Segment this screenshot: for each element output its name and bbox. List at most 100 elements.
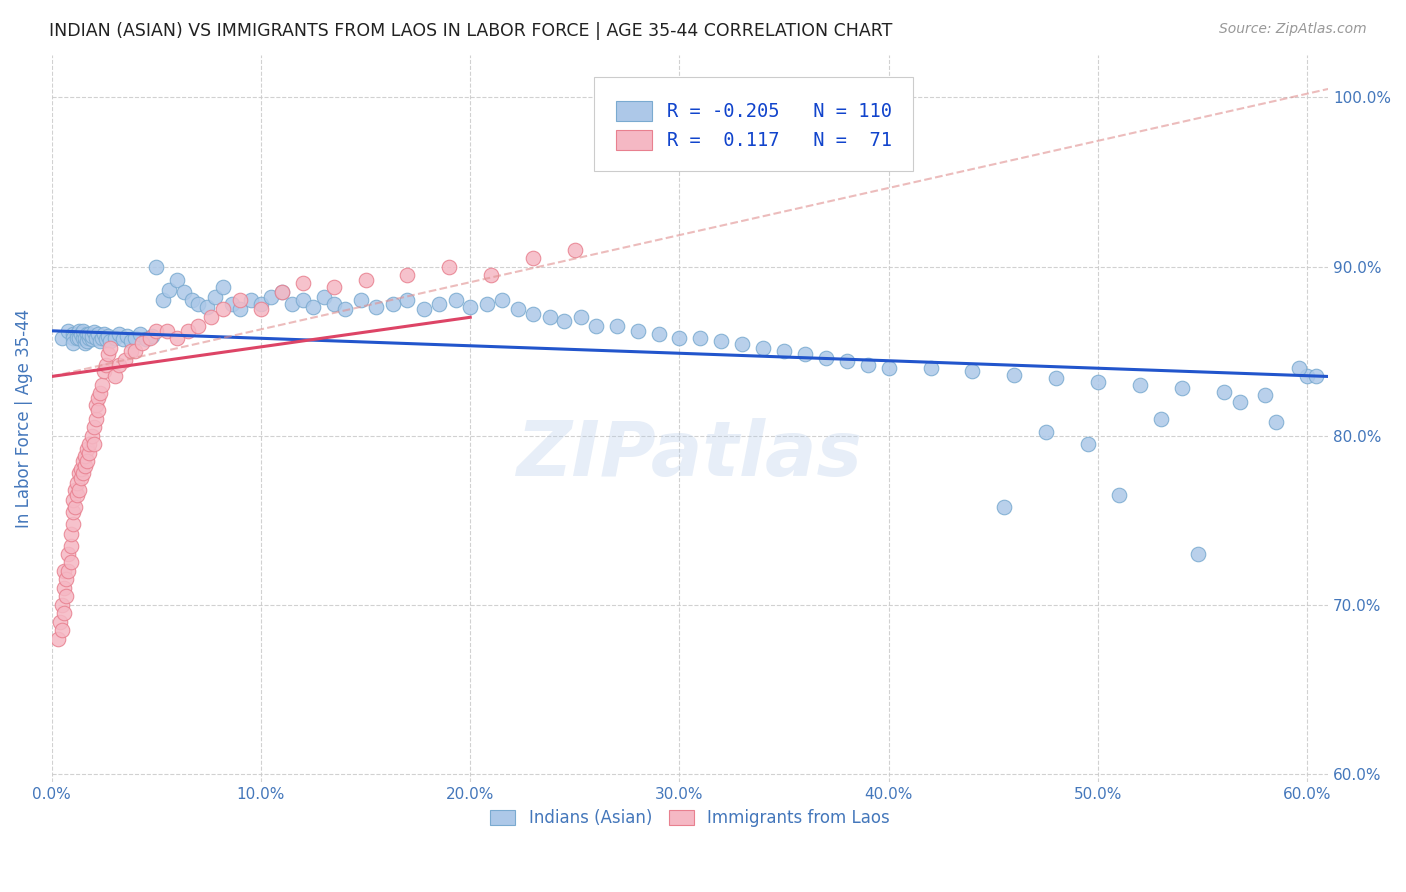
Point <box>1264 415 1286 429</box>
Point <box>145 260 167 274</box>
Point <box>87 327 110 342</box>
Point <box>107 327 129 342</box>
Point <box>1129 378 1152 392</box>
Point <box>91 330 114 344</box>
Y-axis label: In Labor Force | Age 35-44: In Labor Force | Age 35-44 <box>15 310 32 528</box>
Point <box>79 437 101 451</box>
Point <box>381 297 404 311</box>
Point <box>444 293 467 308</box>
Point <box>62 335 84 350</box>
Point <box>668 330 690 344</box>
Point <box>72 466 94 480</box>
Point <box>93 364 115 378</box>
Point <box>124 330 146 344</box>
Point <box>67 466 90 480</box>
Point <box>187 297 209 311</box>
Point <box>75 330 97 344</box>
Point <box>76 442 98 457</box>
Point <box>1002 368 1025 382</box>
Point <box>141 329 163 343</box>
Point <box>794 347 817 361</box>
Point <box>427 297 450 311</box>
Point <box>124 344 146 359</box>
Point <box>59 539 82 553</box>
Point <box>250 297 273 311</box>
Point <box>76 334 98 348</box>
Point <box>396 293 419 308</box>
Point <box>350 293 373 308</box>
Point <box>689 330 711 344</box>
Point <box>491 293 513 308</box>
Point <box>1254 388 1277 402</box>
Point <box>553 313 575 327</box>
Point <box>522 251 544 265</box>
Point <box>173 285 195 299</box>
Point <box>72 324 94 338</box>
Point <box>58 547 80 561</box>
Point <box>229 293 252 308</box>
Point <box>200 310 222 325</box>
Point <box>396 268 419 282</box>
Point <box>96 358 118 372</box>
Point <box>75 335 97 350</box>
Point <box>55 590 77 604</box>
Point <box>70 462 93 476</box>
Point <box>291 277 314 291</box>
Point <box>62 505 84 519</box>
Point <box>63 500 86 514</box>
Point <box>1288 361 1310 376</box>
Point <box>585 318 607 333</box>
Point <box>80 329 103 343</box>
Point <box>1170 381 1192 395</box>
Point <box>166 273 188 287</box>
Point <box>1045 371 1067 385</box>
Point <box>115 329 138 343</box>
Point <box>62 327 84 342</box>
Point <box>157 283 180 297</box>
Point <box>856 358 879 372</box>
FancyBboxPatch shape <box>595 77 914 171</box>
Point <box>312 290 335 304</box>
Point <box>1212 384 1234 399</box>
Point <box>62 330 84 344</box>
Point <box>212 301 235 316</box>
Point <box>72 330 94 344</box>
Point <box>66 330 89 344</box>
Point <box>962 364 984 378</box>
Point <box>260 290 283 304</box>
Point <box>195 300 218 314</box>
Point <box>70 471 93 485</box>
Point <box>93 327 115 342</box>
Point <box>97 347 120 361</box>
Point <box>97 329 120 343</box>
Point <box>281 297 304 311</box>
Point <box>131 335 153 350</box>
Point <box>710 334 733 348</box>
Point <box>51 330 73 344</box>
Point <box>814 351 837 365</box>
Point <box>323 280 346 294</box>
Point <box>84 330 107 344</box>
Point <box>51 598 73 612</box>
Point <box>53 606 76 620</box>
Point <box>83 420 105 434</box>
Point <box>229 301 252 316</box>
Point <box>53 564 76 578</box>
Point <box>46 632 69 646</box>
Point <box>120 334 142 348</box>
Point <box>84 411 107 425</box>
Point <box>51 623 73 637</box>
Point <box>538 310 561 325</box>
Point <box>139 330 162 344</box>
Point <box>83 326 105 340</box>
Point <box>87 403 110 417</box>
Point <box>479 268 502 282</box>
Point <box>993 500 1015 514</box>
Point <box>145 324 167 338</box>
Point <box>291 293 314 308</box>
Point <box>323 297 346 311</box>
Point <box>333 301 356 316</box>
Point <box>413 301 436 316</box>
Point <box>606 318 628 333</box>
FancyBboxPatch shape <box>616 101 651 121</box>
